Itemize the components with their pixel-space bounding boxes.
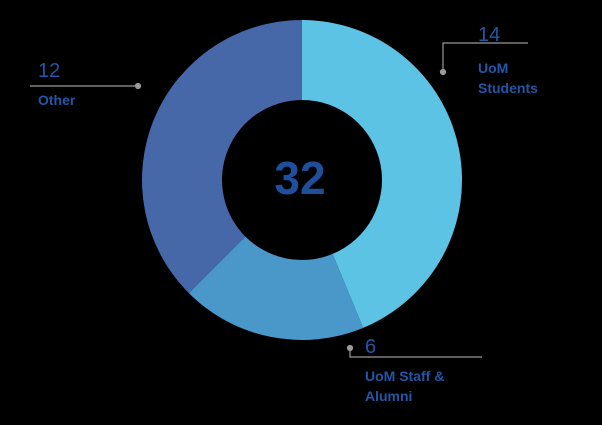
leader-line [442,42,528,72]
leader-dot [134,82,142,90]
category-label: UoM Students [478,60,538,96]
leader-dot [439,68,447,76]
center-total: 32 [274,152,325,204]
donut-segment [302,20,462,328]
category-label: Other [38,92,76,108]
value-label: 12 [38,60,61,82]
category-label: UoM Staff & Alumni [365,368,445,404]
donut-segment [188,236,364,340]
value-label: 14 [478,24,501,46]
value-label: 6 [365,336,377,358]
leaders [30,42,528,358]
leader-dot [346,344,354,352]
donut-segment [142,20,302,294]
